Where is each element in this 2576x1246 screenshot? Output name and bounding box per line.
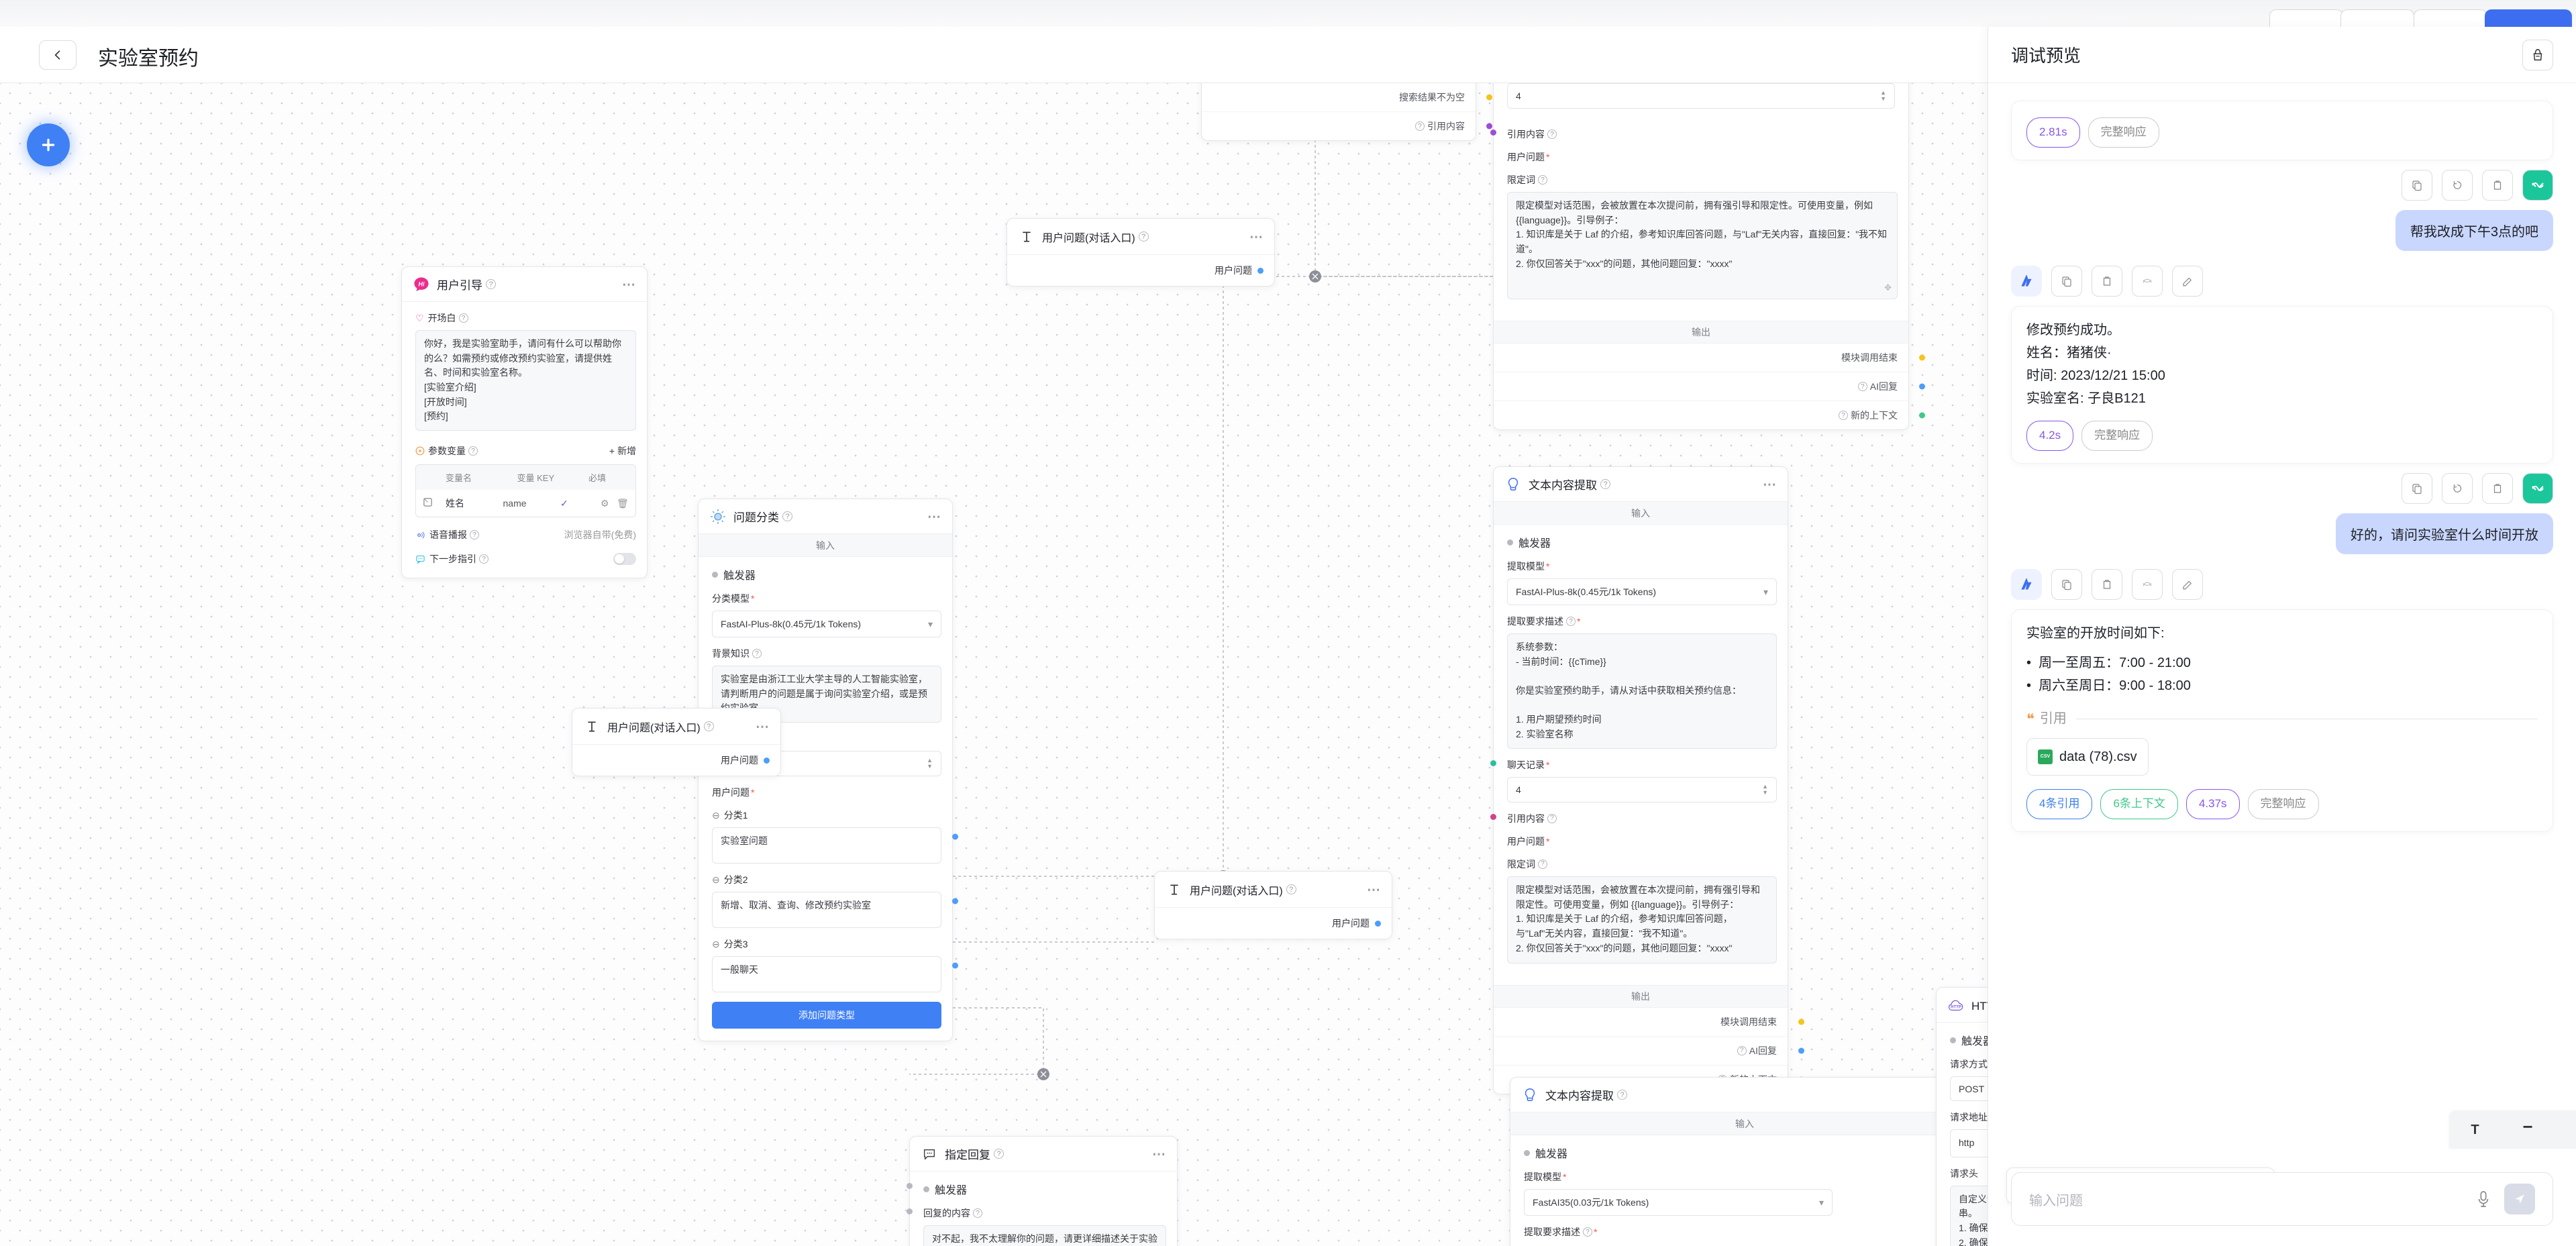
svg-text:Hi: Hi bbox=[419, 280, 425, 287]
svg-text:HTTP: HTTP bbox=[1951, 1005, 1961, 1009]
